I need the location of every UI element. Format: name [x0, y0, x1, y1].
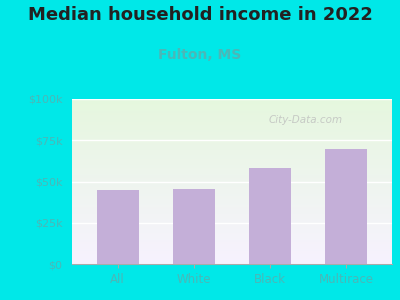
Text: City-Data.com: City-Data.com	[268, 116, 343, 125]
Bar	[97, 190, 139, 264]
Bar	[325, 148, 367, 264]
Bar	[173, 189, 215, 264]
Text: Fulton, MS: Fulton, MS	[158, 48, 242, 62]
Text: Median household income in 2022: Median household income in 2022	[28, 6, 372, 24]
Bar	[249, 168, 291, 264]
